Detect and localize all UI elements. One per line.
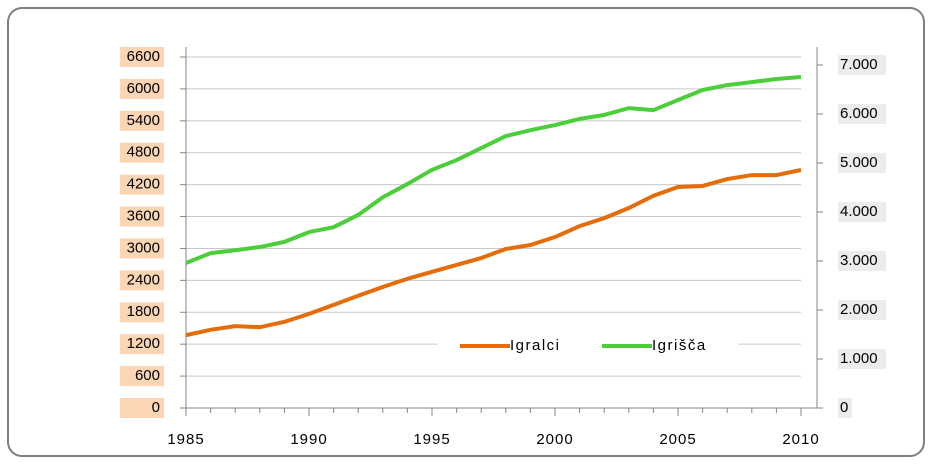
y2-tick-label-bg: [838, 202, 886, 222]
y2-tick-label-bg: [838, 349, 886, 369]
y-tick-label: 600: [135, 367, 160, 384]
y2-tick-label: 1.000: [840, 350, 878, 367]
y-tick-label-bg: [120, 334, 164, 355]
y-tick-label-bg: [120, 238, 164, 259]
y2-tick-label-bg: [838, 55, 886, 75]
y2-tick-label: 7.000: [840, 56, 878, 73]
y-tick-label-bg: [120, 47, 164, 67]
y-tick-label-bg: [120, 270, 164, 291]
y2-tick-label-bg: [838, 398, 852, 418]
y-tick-label: 2400: [127, 271, 160, 288]
y2-tick-label-bg: [838, 153, 886, 173]
y-tick-label-bg: [120, 110, 164, 131]
y-tick-label: 5400: [127, 112, 160, 129]
y-tick-label-bg: [120, 302, 164, 323]
y-tick-label: 1800: [127, 303, 160, 320]
y2-tick-label-bg: [838, 104, 886, 124]
y2-tick-label: 3.000: [840, 252, 878, 269]
y-tick-label-bg: [120, 174, 164, 195]
y-tick-label-bg: [120, 366, 164, 387]
y-tick-label: 0: [152, 399, 160, 416]
y-tick-label: 6600: [127, 48, 160, 65]
y-tick-label: 4800: [127, 144, 160, 161]
y2-tick-label: 6.000: [840, 105, 878, 122]
x-tick-label: 1990: [290, 431, 327, 448]
y-tick-label-bg: [120, 206, 164, 227]
y-tick-label-bg: [120, 142, 164, 163]
y-tick-label: 6000: [127, 80, 160, 97]
legend-label: Igrišča: [652, 337, 707, 354]
y2-tick-label: 2.000: [840, 301, 878, 318]
y-tick-label: 1200: [127, 335, 160, 352]
x-tick-label: 2010: [782, 431, 819, 448]
y-tick-label: 3000: [127, 239, 160, 256]
y-tick-label-bg: [120, 78, 164, 99]
y-tick-label-bg: [120, 398, 164, 418]
x-tick-label: 1995: [413, 431, 450, 448]
y2-tick-label: 5.000: [840, 154, 878, 171]
x-tick-label: 2000: [536, 431, 573, 448]
y2-tick-label-bg: [838, 251, 886, 271]
y-tick-label: 4200: [127, 176, 160, 193]
series-line: [185, 168, 802, 338]
x-tick-label: 2005: [659, 431, 696, 448]
x-tick-label: 1985: [167, 431, 204, 448]
y-tick-label: 3600: [127, 208, 160, 225]
legend-label: Igralci: [510, 337, 561, 354]
y2-tick-label-bg: [838, 300, 886, 320]
y2-tick-label: 4.000: [840, 203, 878, 220]
chart-frame: [7, 7, 925, 457]
series-line: [185, 75, 802, 265]
y2-tick-label: 0: [840, 399, 848, 416]
